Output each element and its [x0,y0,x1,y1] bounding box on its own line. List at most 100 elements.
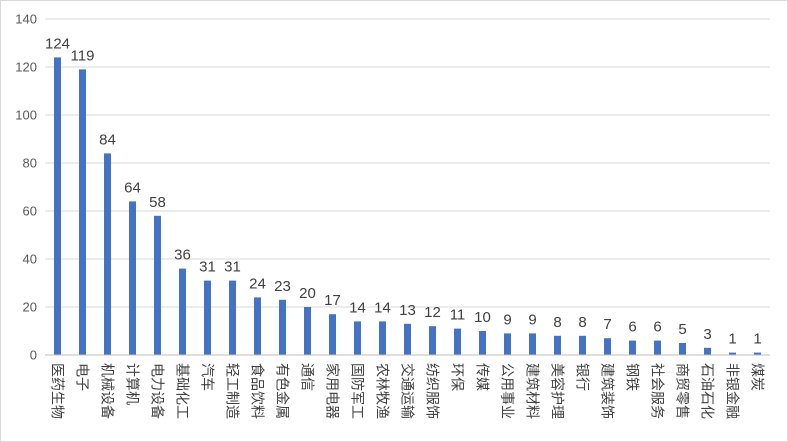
bar [429,326,436,355]
bar [404,323,411,355]
bar [279,299,286,355]
data-label: 58 [149,194,166,211]
y-tick-label: 20 [23,300,37,315]
data-label: 1 [728,331,736,348]
data-label: 64 [124,179,141,196]
data-label: 5 [678,321,686,338]
x-tick-label: 农林牧渔 [375,363,391,419]
bar [79,69,86,356]
bar [329,314,336,355]
y-tick-label: 0 [30,348,37,363]
y-tick-label: 60 [23,204,37,219]
data-label: 8 [578,314,586,331]
bar [629,340,636,355]
x-tick-label: 建筑装饰 [600,363,616,419]
data-label: 11 [450,307,466,324]
data-label: 23 [274,278,291,295]
bar [579,335,586,355]
x-tick-label: 传媒 [475,363,491,391]
data-label: 20 [299,285,316,302]
bar [254,297,261,355]
bar [229,280,236,355]
x-tick-label: 电力设备 [150,363,166,419]
y-tick-label: 40 [23,252,37,267]
bar [654,340,661,355]
x-tick-label: 银行 [575,363,591,391]
bar [379,321,386,355]
x-tick-label: 有色金属 [275,363,291,419]
bar [704,347,711,355]
bar [304,307,311,355]
bar [729,352,736,355]
data-label: 124 [45,35,70,52]
x-tick-label: 环保 [450,363,466,391]
x-tick-label: 石油石化 [700,363,716,419]
bar [529,333,536,355]
bar [54,57,61,356]
data-label: 6 [628,319,636,336]
data-label: 8 [553,314,561,331]
x-tick-label: 通信 [300,363,316,391]
data-label: 7 [603,316,611,333]
data-label: 17 [324,292,341,309]
bar [454,328,461,355]
x-tick-label: 煤炭 [750,363,766,391]
x-tick-label: 电子 [75,363,91,391]
data-label: 36 [174,247,191,264]
y-tick-label: 120 [15,60,37,75]
x-tick-label: 基础化工 [175,363,191,419]
x-tick-label: 非银金融 [725,363,741,419]
bar [679,343,686,355]
bar [479,331,486,355]
bar [204,280,211,355]
data-label: 119 [71,47,95,64]
data-label: 10 [474,309,491,326]
x-tick-label: 公用事业 [500,363,516,419]
data-label: 31 [224,259,241,276]
bar [154,215,161,355]
data-label: 84 [99,131,116,148]
x-tick-label: 家用电器 [325,363,341,419]
data-label: 12 [424,304,441,321]
bar [179,268,186,355]
x-tick-label: 商贸零售 [675,363,691,419]
data-label: 1 [753,331,761,348]
y-tick-label: 100 [15,108,37,123]
bar [554,335,561,355]
x-tick-label: 轻工制造 [225,363,241,419]
bars [54,57,761,356]
data-label: 24 [249,275,266,292]
data-label: 9 [528,311,536,328]
bar [354,321,361,355]
x-tick-label: 美容护理 [550,363,566,419]
data-label: 14 [349,299,366,316]
bar [754,352,761,355]
bar [504,333,511,355]
x-tick-label: 社会服务 [650,363,666,419]
bar [604,338,611,355]
gridlines [45,18,770,308]
x-tick-label: 汽车 [200,363,216,391]
y-tick-label: 80 [23,156,37,171]
y-axis-ticks: 0 20 40 60 80 100 120 140 [15,12,37,363]
bar [104,153,111,355]
x-tick-label: 医药生物 [50,363,66,419]
x-tick-label: 建筑材料 [525,363,541,419]
x-tick-label: 纺织服饰 [425,363,441,419]
x-tick-label: 计算机 [125,363,141,405]
y-tick-label: 140 [15,12,37,27]
x-tick-label: 食品饮料 [250,363,266,419]
category-labels: 医药生物 电子 机械设备 计算机 电力设备 基础化工 汽车 轻工制造 食品饮料 有色金属 通信 家用电… [50,363,766,419]
x-tick-label: 钢铁 [625,363,641,391]
x-tick-label: 机械设备 [100,363,116,419]
data-label: 14 [374,299,391,316]
data-label: 13 [399,302,416,319]
x-tick-label: 国防军工 [350,363,366,419]
data-label: 6 [653,319,661,336]
data-label: 31 [199,259,216,276]
data-label: 9 [503,311,511,328]
data-label: 3 [703,326,711,343]
